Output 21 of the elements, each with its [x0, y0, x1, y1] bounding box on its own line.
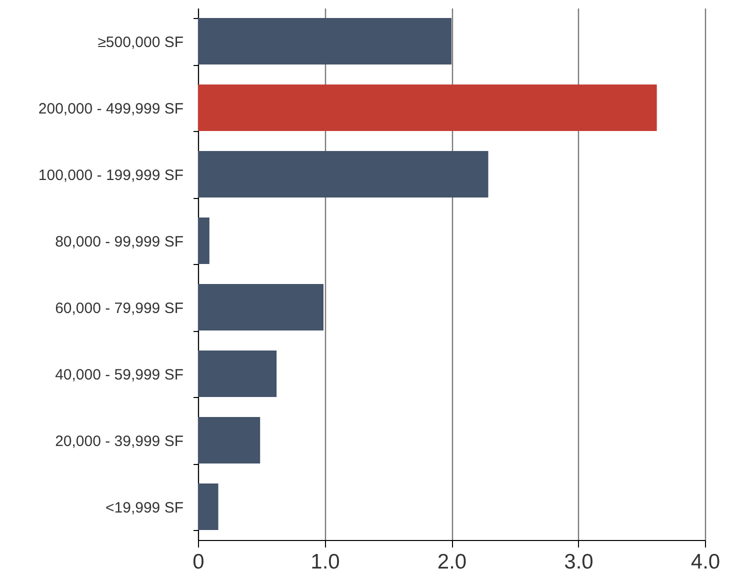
- bar: [198, 483, 218, 530]
- x-tick-label: 4.0: [690, 550, 720, 574]
- y-tick-label: 60,000 - 79,999 SF: [55, 300, 184, 317]
- y-tick-label: 100,000 - 199,999 SF: [38, 166, 184, 184]
- bar: [198, 18, 452, 65]
- x-tick-label: 2.0: [437, 550, 467, 574]
- x-tick-label: 1.0: [310, 550, 340, 574]
- y-tick-label: <19,999 SF: [106, 499, 184, 516]
- bar: [198, 350, 277, 398]
- y-tick-label: 200,000 - 499,999 SF: [38, 100, 184, 118]
- bar: [198, 84, 657, 132]
- y-tick-label: 40,000 - 59,999 SF: [55, 366, 184, 384]
- bar: [198, 284, 324, 331]
- bar: [198, 150, 488, 198]
- y-tick-label: 20,000 - 39,999 SF: [55, 432, 184, 450]
- x-tick-label: 3.0: [564, 550, 594, 574]
- bar: [198, 217, 210, 264]
- y-tick-label: 80,000 - 99,999 SF: [55, 233, 184, 250]
- y-tick-label: ≥500,000 SF: [98, 34, 184, 51]
- bar: [198, 416, 260, 464]
- x-tick-label: 0: [192, 550, 204, 574]
